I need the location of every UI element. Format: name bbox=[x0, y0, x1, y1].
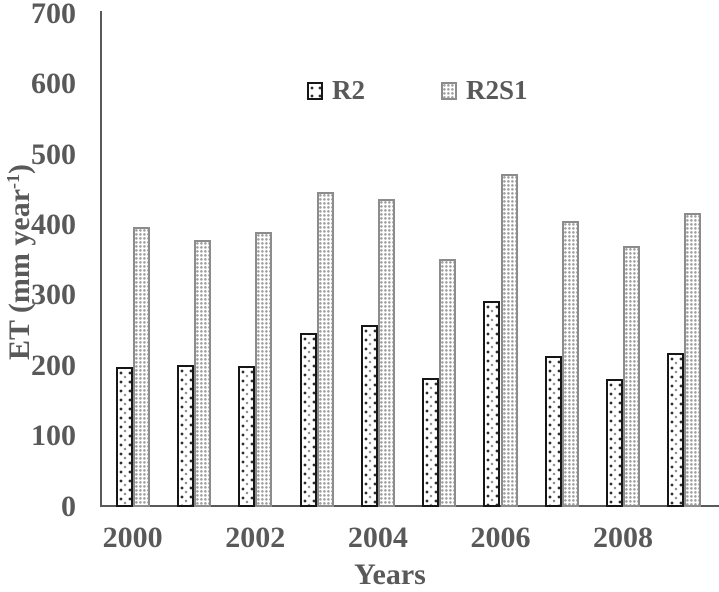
bar-r2s1-2000 bbox=[132, 227, 150, 507]
bar-r2s1-2004 bbox=[377, 199, 395, 507]
bar-r2s1-2007 bbox=[561, 221, 579, 507]
x-tick-label-2006: 2006 bbox=[470, 521, 531, 554]
y-tick-label-700: 700 bbox=[31, 0, 76, 30]
y-tick-label-400: 400 bbox=[31, 208, 76, 242]
bar-r2-2008 bbox=[606, 379, 623, 507]
x-axis-line bbox=[100, 505, 719, 507]
bar-r2s1-2009 bbox=[684, 213, 702, 507]
bar-r2-2000 bbox=[115, 367, 133, 507]
x-tick-label-2008: 2008 bbox=[593, 521, 654, 554]
legend-item-r2: R2 bbox=[307, 77, 365, 104]
bar-r2-2009 bbox=[667, 353, 685, 507]
plot-area bbox=[102, 14, 715, 507]
bar-r2-2003 bbox=[299, 333, 317, 507]
y-tick-label-200: 200 bbox=[31, 348, 76, 382]
y-tick-label-600: 600 bbox=[31, 67, 76, 101]
y-tick-label-500: 500 bbox=[31, 137, 76, 171]
legend-swatch-r2-icon bbox=[307, 81, 323, 100]
bar-r2-2007 bbox=[544, 356, 562, 507]
bar-r2s1-2001 bbox=[194, 240, 211, 507]
y-axis-title-superscript: -1 bbox=[3, 173, 23, 189]
bar-r2-2004 bbox=[360, 325, 378, 507]
bar-r2s1-2002 bbox=[255, 232, 273, 507]
y-tick-label-0: 0 bbox=[61, 489, 76, 523]
x-tick-label-2000: 2000 bbox=[102, 521, 163, 554]
x-axis-title: Years bbox=[354, 558, 426, 591]
bar-r2s1-2003 bbox=[316, 192, 334, 507]
y-tick-label-100: 100 bbox=[31, 419, 76, 453]
legend-swatch-r2s1-icon bbox=[441, 81, 457, 100]
bar-r2-2006 bbox=[483, 301, 501, 507]
bar-r2-2002 bbox=[238, 366, 256, 507]
bar-r2-2001 bbox=[176, 365, 194, 507]
x-tick-label-2004: 2004 bbox=[347, 521, 408, 554]
y-axis-line bbox=[100, 11, 102, 507]
bar-r2s1-2008 bbox=[623, 246, 641, 507]
legend-label-r2s1: R2S1 bbox=[466, 75, 528, 105]
x-tick-label-2002: 2002 bbox=[225, 521, 286, 554]
bar-r2-2005 bbox=[422, 378, 440, 507]
y-axis-title: ET (mm year-1) bbox=[3, 164, 37, 360]
y-tick-label-300: 300 bbox=[31, 278, 76, 312]
legend-item-r2s1: R2S1 bbox=[441, 77, 528, 104]
bar-r2s1-2005 bbox=[439, 259, 457, 507]
bar-r2s1-2006 bbox=[500, 174, 518, 507]
legend-label-r2: R2 bbox=[332, 75, 365, 105]
